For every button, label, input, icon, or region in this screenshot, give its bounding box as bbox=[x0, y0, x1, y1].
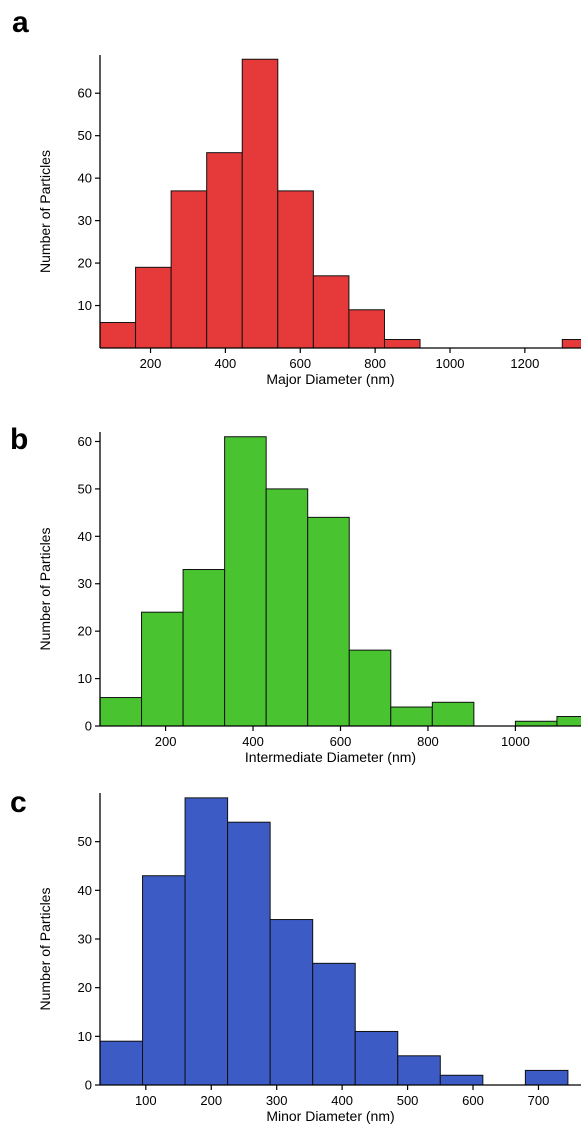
histogram-bar bbox=[100, 1040, 144, 1085]
y-tick-label: 20 bbox=[78, 256, 92, 271]
y-tick-label: 30 bbox=[78, 576, 92, 591]
x-tick-label: 600 bbox=[462, 1093, 484, 1108]
y-tick-label: 10 bbox=[78, 1029, 92, 1044]
histogram-bar bbox=[383, 339, 421, 348]
x-tick-label: 400 bbox=[331, 1093, 353, 1108]
y-tick-label: 10 bbox=[78, 671, 92, 686]
histogram-bar bbox=[241, 58, 279, 348]
histogram-bar bbox=[390, 706, 433, 726]
bars bbox=[100, 58, 581, 348]
x-tick-label: 600 bbox=[330, 734, 352, 749]
histogram-bar bbox=[100, 697, 143, 726]
histogram-bar bbox=[135, 266, 172, 348]
x-tick-label: 400 bbox=[242, 734, 264, 749]
x-axis-label: Major Diameter (nm) bbox=[266, 371, 394, 387]
y-tick-label: 40 bbox=[78, 529, 92, 544]
y-tick-label: 10 bbox=[78, 298, 92, 313]
histogram-bar bbox=[514, 720, 558, 726]
histogram-bar bbox=[431, 701, 475, 726]
panel-label: c bbox=[10, 786, 27, 819]
panel-label: b bbox=[10, 423, 28, 456]
panel-label: a bbox=[12, 6, 29, 39]
histogram-bar bbox=[556, 716, 581, 726]
x-tick-label: 200 bbox=[140, 356, 162, 371]
histogram-bar bbox=[439, 1074, 484, 1085]
histogram-bar bbox=[348, 309, 385, 348]
x-tick-label: 500 bbox=[397, 1093, 419, 1108]
x-tick-label: 800 bbox=[364, 356, 386, 371]
x-tick-label: 600 bbox=[289, 356, 311, 371]
histogram-bar bbox=[224, 436, 267, 726]
histogram-bar bbox=[227, 821, 271, 1085]
y-tick-label: 60 bbox=[78, 86, 92, 101]
histogram-bar bbox=[141, 611, 184, 726]
histogram-bar bbox=[182, 569, 226, 726]
histogram-bar bbox=[206, 152, 243, 348]
histogram-bar bbox=[312, 275, 350, 348]
histogram-bar bbox=[397, 1055, 441, 1085]
y-tick-label: 50 bbox=[78, 834, 92, 849]
x-axis-label: Intermediate Diameter (nm) bbox=[245, 749, 416, 765]
x-tick-label: 400 bbox=[215, 356, 237, 371]
panel-a-major-diameter: 10 20 30 40 50 60 200 400 600 800 1000 1200 Major Di… bbox=[12, 6, 581, 387]
y-tick-label: 40 bbox=[78, 883, 92, 898]
histogram-bar bbox=[142, 875, 186, 1085]
x-axis-label: Minor Diameter (nm) bbox=[266, 1108, 394, 1124]
histogram-bar bbox=[184, 797, 229, 1085]
x-tick-label: 200 bbox=[200, 1093, 222, 1108]
histogram-bar bbox=[312, 962, 356, 1085]
x-tick-label: 200 bbox=[155, 734, 177, 749]
x-tick-label: 800 bbox=[417, 734, 439, 749]
histogram-bar bbox=[277, 190, 314, 348]
x-tick-label: 1000 bbox=[501, 734, 530, 749]
y-tick-label: 30 bbox=[78, 932, 92, 947]
histogram-bar bbox=[170, 190, 208, 348]
panel-b-intermediate-diameter: 0 10 20 30 40 50 60 200 400 600 800 1000 Intermediat… bbox=[10, 423, 581, 765]
y-tick-label: 30 bbox=[78, 213, 92, 228]
y-tick-label: 40 bbox=[78, 171, 92, 186]
y-axis-label: Number of Particles bbox=[37, 528, 53, 651]
y-tick-label: 0 bbox=[85, 719, 92, 734]
x-tick-label: 100 bbox=[135, 1093, 157, 1108]
y-axis-label: Number of Particles bbox=[37, 888, 53, 1011]
histogram-bar bbox=[265, 488, 309, 726]
y-tick-label: 0 bbox=[85, 1078, 92, 1093]
histogram-bar bbox=[354, 1030, 399, 1085]
y-tick-label: 50 bbox=[78, 128, 92, 143]
panel-c-minor-diameter: 0 10 20 30 40 50 100 200 300 400 500 600 700 Minor Di… bbox=[10, 786, 581, 1124]
y-tick-label: 20 bbox=[78, 980, 92, 995]
bars bbox=[100, 797, 569, 1085]
bars bbox=[100, 436, 581, 726]
x-tick-label: 700 bbox=[528, 1093, 550, 1108]
histogram-bar bbox=[269, 919, 314, 1085]
x-tick-label: 1000 bbox=[436, 356, 465, 371]
y-axis-label: Number of Particles bbox=[37, 150, 53, 273]
y-tick-label: 50 bbox=[78, 481, 92, 496]
histogram-bar bbox=[100, 322, 137, 348]
histogram-bar bbox=[561, 339, 581, 348]
histogram-bar bbox=[524, 1069, 569, 1085]
x-tick-label: 300 bbox=[266, 1093, 288, 1108]
y-tick-label: 60 bbox=[78, 434, 92, 449]
histogram-bar bbox=[307, 516, 350, 726]
x-tick-label: 1200 bbox=[510, 356, 539, 371]
histogram-bar bbox=[348, 649, 392, 726]
y-tick-label: 20 bbox=[78, 624, 92, 639]
